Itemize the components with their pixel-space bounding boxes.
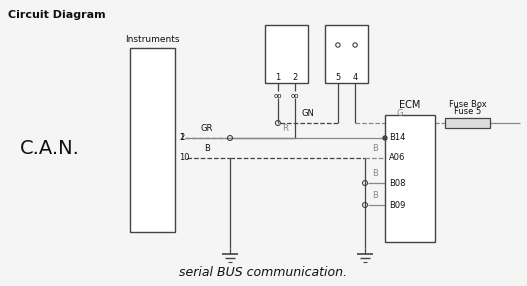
Text: oo: oo — [274, 93, 282, 99]
Bar — [445, 118, 490, 128]
Circle shape — [383, 136, 387, 140]
Text: Instruments: Instruments — [125, 35, 180, 44]
Text: B09: B09 — [389, 200, 405, 210]
Text: Circuit Diagram: Circuit Diagram — [8, 10, 105, 20]
Text: GN: GN — [301, 109, 314, 118]
Text: 4: 4 — [353, 72, 358, 82]
Text: R: R — [282, 124, 288, 133]
Text: G: G — [397, 109, 403, 118]
Text: 5: 5 — [335, 72, 340, 82]
Text: A06: A06 — [389, 154, 405, 162]
Text: Fuse 5: Fuse 5 — [454, 107, 481, 116]
Text: ECM: ECM — [399, 100, 421, 110]
Text: B08: B08 — [389, 178, 405, 188]
Text: 1: 1 — [275, 72, 280, 82]
Bar — [385, 115, 435, 242]
Bar — [325, 25, 368, 83]
Text: GR: GR — [201, 124, 213, 133]
Bar — [130, 48, 175, 232]
Text: B: B — [372, 191, 378, 200]
Text: Fuse Box: Fuse Box — [448, 100, 486, 109]
Text: serial BUS communication.: serial BUS communication. — [179, 265, 347, 279]
Text: 10: 10 — [179, 154, 190, 162]
Text: C.A.N.: C.A.N. — [20, 138, 80, 158]
Text: 2: 2 — [292, 72, 298, 82]
Text: 1: 1 — [179, 134, 184, 142]
Text: B14: B14 — [389, 134, 405, 142]
Text: 2: 2 — [179, 134, 184, 142]
Text: oo: oo — [291, 93, 299, 99]
Bar — [265, 25, 308, 83]
Text: B: B — [372, 144, 378, 153]
Text: B: B — [372, 169, 378, 178]
Text: B: B — [204, 144, 210, 153]
